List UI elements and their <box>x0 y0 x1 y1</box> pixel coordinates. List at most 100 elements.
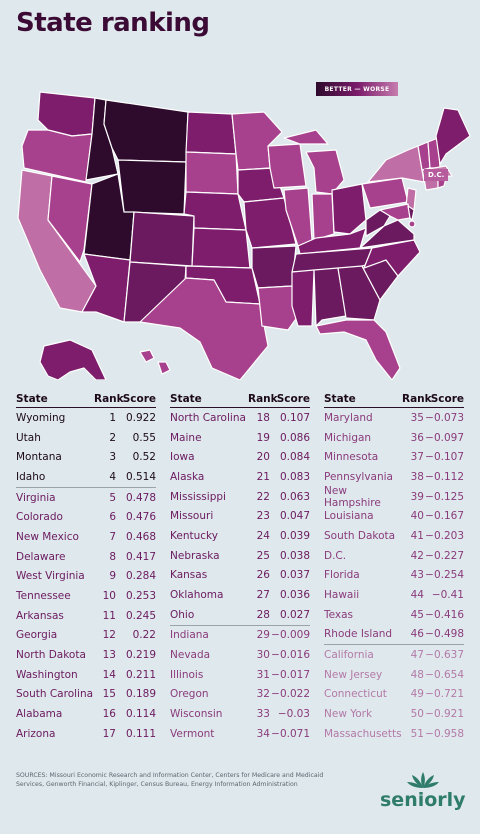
cell-state: Wyoming <box>16 411 66 424</box>
state-new-york <box>367 145 425 183</box>
cell-rank: 40 <box>410 510 424 523</box>
table-row: Rhode Island 46 −0.498 <box>324 625 464 645</box>
table-row: Oklahoma 27 0.036 <box>170 585 310 605</box>
cell-state: Wisconsin <box>170 708 223 721</box>
cell-score: −0.009 <box>271 629 310 642</box>
state-kansas <box>191 227 251 269</box>
cell-score: −0.073 <box>425 411 464 424</box>
header-rank: Rank <box>402 393 432 405</box>
state-colorado <box>129 211 195 267</box>
cell-score: 0.039 <box>279 529 310 542</box>
cell-state: Nebraska <box>170 549 220 562</box>
cell-state: New Mexico <box>16 530 79 543</box>
cell-rank: 10 <box>102 590 116 603</box>
state-mississippi <box>291 269 315 327</box>
cell-state: Oklahoma <box>170 589 224 602</box>
cell-state: D.C. <box>324 549 347 562</box>
cell-state: Maine <box>170 431 202 444</box>
table-row: D.C. 42 −0.227 <box>324 546 464 566</box>
cell-state: Indiana <box>170 629 209 642</box>
cell-state: Nevada <box>170 649 211 662</box>
table-row: Colorado 6 0.476 <box>16 507 156 527</box>
cell-score: 0.514 <box>125 470 156 483</box>
cell-rank: 31 <box>256 668 270 681</box>
cell-rank: 8 <box>109 550 116 563</box>
cell-rank: 14 <box>102 668 116 681</box>
cell-state: Mississippi <box>170 490 226 503</box>
table-row: Alabama 16 0.114 <box>16 704 156 724</box>
cell-state: Massachusetts <box>324 727 402 740</box>
table-row: Arkansas 11 0.245 <box>16 606 156 626</box>
state-georgia <box>337 265 381 321</box>
cell-state: Minnesota <box>324 451 379 464</box>
cell-rank: 51 <box>410 727 424 740</box>
cell-rank: 30 <box>256 649 270 662</box>
table-row: Nevada 30 −0.016 <box>170 645 310 665</box>
state-arizona <box>81 253 131 323</box>
table-row: Connecticut 49 −0.721 <box>324 685 464 705</box>
cell-rank: 32 <box>256 688 270 701</box>
table-row: Montana 3 0.52 <box>16 447 156 467</box>
cell-rank: 36 <box>410 431 424 444</box>
state-hawaii <box>139 349 171 375</box>
cell-state: Michigan <box>324 431 372 444</box>
cell-state: California <box>324 649 374 662</box>
cell-score: −0.721 <box>425 688 464 701</box>
cell-score: −0.071 <box>271 727 310 740</box>
state-florida <box>315 319 401 380</box>
cell-rank: 28 <box>256 608 270 621</box>
header-score: Score <box>122 393 156 405</box>
header-rank: Rank <box>94 393 124 405</box>
cell-state: Alabama <box>16 708 63 721</box>
ranking-column-2: State Rank Score North Carolina 18 0.107 Maine… <box>170 388 310 744</box>
state-louisiana <box>257 285 299 331</box>
cell-rank: 5 <box>109 491 116 504</box>
cell-score: 0.114 <box>125 708 156 721</box>
state-south-dakota <box>185 151 239 195</box>
cell-score: −0.227 <box>425 549 464 562</box>
cell-rank: 34 <box>256 727 270 740</box>
cell-state: New York <box>324 708 373 721</box>
cell-score: 0.211 <box>125 668 156 681</box>
table-row: North Dakota 13 0.219 <box>16 645 156 665</box>
table-row: Texas 45 −0.416 <box>324 605 464 625</box>
state-ohio <box>331 183 367 235</box>
table-row: Washington 14 0.211 <box>16 665 156 685</box>
state-delaware <box>407 205 415 221</box>
cell-state: Iowa <box>170 451 195 464</box>
cell-score: −0.203 <box>425 529 464 542</box>
cell-state: South Dakota <box>324 529 396 542</box>
header-state: State <box>324 393 356 405</box>
cell-rank: 19 <box>256 431 270 444</box>
table-row: New York 50 −0.921 <box>324 704 464 724</box>
cell-state: Georgia <box>16 629 58 642</box>
table-header: State Rank Score <box>324 388 464 408</box>
cell-score: −0.416 <box>425 608 464 621</box>
state-texas <box>139 277 269 380</box>
table-row: Arizona 17 0.111 <box>16 724 156 744</box>
cell-state: Kansas <box>170 569 208 582</box>
cell-rank: 45 <box>410 608 424 621</box>
table-row: Vermont 34 −0.071 <box>170 724 310 744</box>
us-state-map <box>17 91 471 380</box>
cell-score: −0.017 <box>271 668 310 681</box>
ranking-column-3: State Rank Score Maryland 35 −0.073 Michigan 36… <box>324 388 464 744</box>
cell-score: −0.41 <box>431 589 464 602</box>
cell-score: 0.084 <box>279 451 310 464</box>
cell-state: Idaho <box>16 470 46 483</box>
cell-state: Hawaii <box>324 589 360 602</box>
legend-label: BETTER — WORSE <box>316 82 398 96</box>
table-row: Oregon 32 −0.022 <box>170 685 310 705</box>
table-row: New Hampshire 39 −0.125 <box>324 485 464 509</box>
cell-score: 0.086 <box>279 431 310 444</box>
cell-rank: 48 <box>410 668 424 681</box>
cell-state: Utah <box>16 431 41 444</box>
cell-score: −0.921 <box>425 708 464 721</box>
table-row: Missouri 23 0.047 <box>170 506 310 526</box>
cell-score: 0.083 <box>279 470 310 483</box>
state-nevada <box>47 175 93 263</box>
cell-state: Washington <box>16 668 78 681</box>
cell-state: South Carolina <box>16 688 94 701</box>
cell-score: −0.654 <box>425 668 464 681</box>
table-row: Maryland 35 −0.073 <box>324 408 464 428</box>
